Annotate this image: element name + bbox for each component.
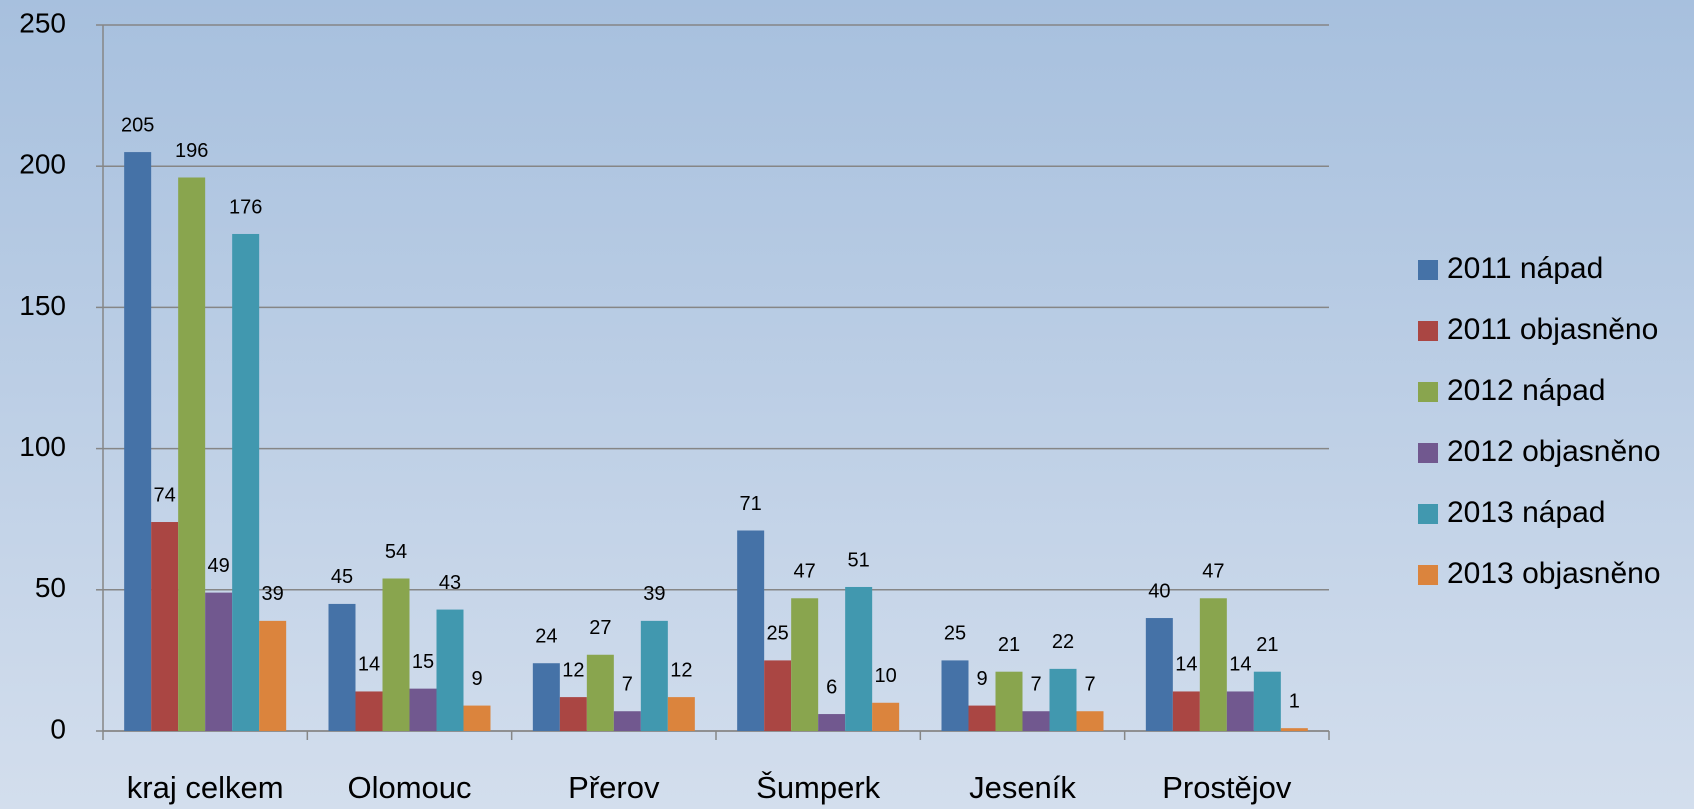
bar: [532, 663, 560, 731]
bar: [1172, 691, 1200, 731]
x-tick-label: kraj celkem: [127, 770, 284, 805]
data-label: 7: [1030, 674, 1041, 696]
bar: [1049, 668, 1077, 731]
bar: [559, 697, 587, 731]
y-tick-label: 0: [50, 713, 66, 744]
data-label: 25: [944, 623, 966, 645]
legend-swatch: [1418, 260, 1438, 280]
legend-label: 2011 nápad: [1447, 252, 1603, 285]
data-label: 51: [848, 549, 870, 571]
bar: [259, 620, 287, 731]
bar: [151, 522, 179, 731]
data-label: 45: [331, 566, 353, 588]
data-label: 21: [998, 634, 1020, 656]
data-label: 176: [229, 196, 262, 218]
x-tick-label: Přerov: [568, 770, 660, 805]
bar: [941, 660, 969, 731]
bar: [1076, 711, 1104, 731]
x-tick-label: Jeseník: [969, 770, 1076, 805]
data-label: 27: [589, 617, 611, 639]
bar: [640, 620, 668, 731]
x-tick-label: Olomouc: [347, 770, 471, 805]
data-label: 12: [670, 659, 692, 681]
bar: [178, 177, 206, 732]
data-label: 12: [562, 659, 584, 681]
data-label: 14: [1175, 654, 1197, 676]
data-label: 39: [643, 583, 665, 605]
data-label: 15: [412, 651, 434, 673]
bar: [845, 586, 873, 731]
bar: [613, 711, 641, 731]
legend-label: 2011 objasněno: [1447, 313, 1658, 346]
data-label: 49: [208, 555, 230, 577]
data-label: 22: [1052, 631, 1074, 653]
data-label: 1: [1289, 690, 1300, 712]
legend-label: 2013 nápad: [1447, 496, 1606, 529]
bar: [995, 671, 1023, 731]
data-label: 47: [794, 561, 816, 583]
data-label: 14: [358, 654, 380, 676]
legend-swatch: [1418, 321, 1438, 341]
bar: [355, 691, 383, 731]
data-label: 9: [976, 668, 987, 690]
bar: [737, 530, 765, 731]
bar: [1145, 618, 1173, 731]
y-tick-label: 150: [19, 290, 66, 321]
data-label: 54: [385, 541, 407, 563]
data-label: 24: [535, 626, 557, 648]
data-label: 9: [471, 668, 482, 690]
bar: [382, 578, 410, 731]
bar: [667, 697, 695, 731]
data-label: 7: [1084, 674, 1095, 696]
data-label: 10: [875, 665, 897, 687]
bar: [205, 592, 233, 731]
y-tick-label: 250: [19, 7, 66, 38]
bar: [1253, 671, 1281, 731]
bar: [764, 660, 792, 731]
data-label: 21: [1256, 634, 1278, 656]
bar: [1226, 691, 1254, 731]
bar: [463, 705, 491, 731]
bar: [1022, 711, 1050, 731]
legend-swatch: [1418, 443, 1438, 463]
bar: [1280, 728, 1308, 731]
data-label: 6: [826, 676, 837, 698]
bar: [328, 603, 356, 731]
data-label: 71: [740, 493, 762, 515]
data-label: 7: [622, 674, 633, 696]
bar: [586, 654, 614, 731]
y-tick-label: 200: [19, 149, 66, 180]
bar: [124, 152, 152, 731]
bar: [818, 714, 846, 731]
data-label: 25: [767, 623, 789, 645]
legend-label: 2012 nápad: [1447, 374, 1606, 407]
data-label: 14: [1229, 654, 1251, 676]
y-tick-label: 100: [19, 431, 66, 462]
y-tick-label: 50: [35, 572, 66, 603]
x-tick-label: Šumperk: [756, 770, 881, 805]
data-label: 74: [154, 484, 176, 506]
bar: [409, 688, 437, 731]
legend-label: 2012 objasněno: [1447, 435, 1661, 468]
data-label: 196: [175, 140, 208, 162]
data-label: 43: [439, 572, 461, 594]
legend-swatch: [1418, 382, 1438, 402]
bar: [791, 598, 819, 731]
bar: [968, 705, 996, 731]
legend-label: 2013 objasněno: [1447, 557, 1661, 590]
data-label: 39: [262, 583, 284, 605]
legend-swatch: [1418, 565, 1438, 585]
legend-swatch: [1418, 504, 1438, 524]
data-label: 40: [1148, 580, 1170, 602]
bar: [232, 233, 260, 731]
data-label: 205: [121, 114, 154, 136]
bar: [1199, 598, 1227, 731]
data-label: 47: [1202, 561, 1224, 583]
bar: [436, 609, 464, 731]
x-tick-label: Prostějov: [1162, 770, 1292, 805]
bar: [872, 702, 900, 731]
